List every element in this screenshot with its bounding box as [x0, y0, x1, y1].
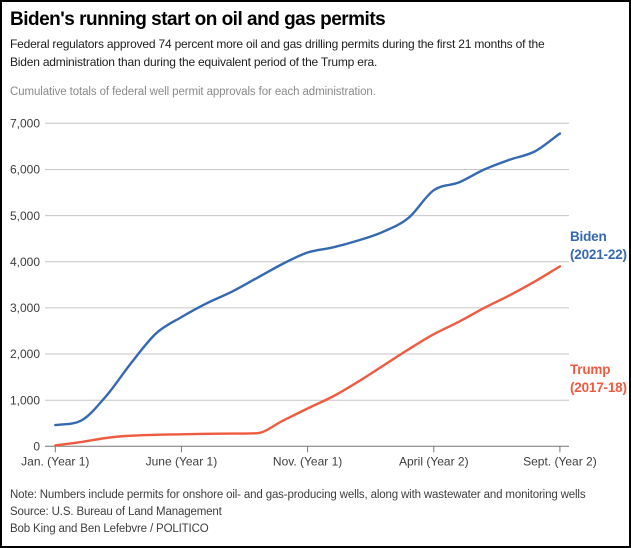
x-tick-label: Jan. (Year 1) — [21, 455, 89, 469]
chart-caption: Cumulative totals of federal well permit… — [10, 86, 376, 98]
y-tick-label: 4,000 — [10, 255, 40, 269]
series-line-biden — [54, 132, 562, 427]
y-tick-label: 2,000 — [10, 347, 40, 361]
series-label-biden: Biden (2021-22) — [570, 228, 627, 264]
y-tick-label: 0 — [33, 440, 40, 454]
chart-subtitle-line2: Biden administration than during the equ… — [10, 54, 378, 69]
series-label-trump-years: (2017-18) — [570, 380, 627, 395]
chart-source: Source: U.S. Bureau of Land Management — [10, 506, 222, 518]
x-tick-label: April (Year 2) — [399, 455, 469, 469]
x-tick-label: Nov. (Year 1) — [273, 455, 342, 469]
chart-byline: Bob King and Ben Lefebvre / POLITICO — [10, 523, 209, 535]
x-tick-label: Sept. (Year 2) — [523, 455, 597, 469]
chart-subtitle: Federal regulators approved 74 percent m… — [10, 36, 545, 71]
series-line-trump — [54, 265, 562, 447]
chart-canvas: 0 1,000 2,000 3,000 4,000 5,000 6,000 7,000 Jan.… — [10, 117, 597, 469]
series-label-trump: Trump (2017-18) — [570, 361, 627, 397]
chart-subtitle-line1: Federal regulators approved 74 percent m… — [10, 37, 545, 51]
y-tick-label: 3,000 — [10, 301, 40, 315]
line-chart: 0 1,000 2,000 3,000 4,000 5,000 6,000 7,000 Jan.… — [2, 106, 629, 478]
y-tick-label: 1,000 — [10, 393, 40, 407]
y-tick-label: 5,000 — [10, 209, 40, 223]
series-label-biden-years: (2021-22) — [570, 247, 627, 262]
chart-title: Biden's running start on oil and gas per… — [10, 9, 386, 30]
chart-footer: Note: Numbers include permits for onshor… — [10, 487, 586, 538]
x-tick-label: June (Year 1) — [146, 455, 218, 469]
series-label-trump-name: Trump — [570, 362, 611, 377]
y-tick-label: 7,000 — [10, 117, 40, 131]
series-label-biden-name: Biden — [570, 229, 607, 244]
y-tick-label: 6,000 — [10, 163, 40, 177]
chart-note: Note: Numbers include permits for onshor… — [10, 489, 586, 501]
